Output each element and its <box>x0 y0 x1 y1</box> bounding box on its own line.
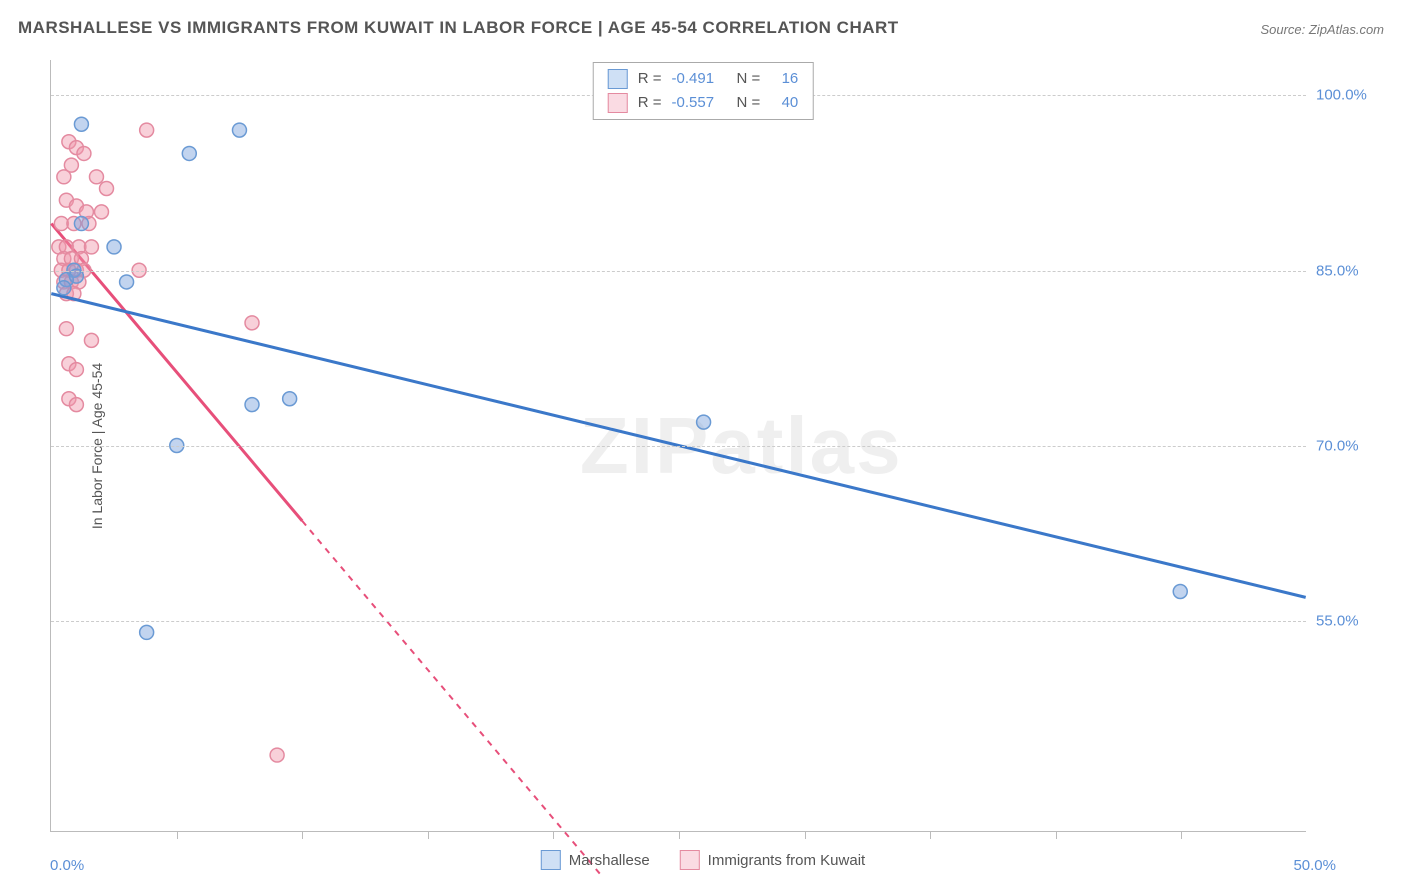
legend-swatch <box>608 69 628 89</box>
x-tick <box>302 831 303 839</box>
x-tick <box>805 831 806 839</box>
legend-row: R = -0.557 N = 40 <box>608 91 799 115</box>
x-tick <box>177 831 178 839</box>
y-tick-label: 100.0% <box>1316 87 1386 104</box>
y-tick-label: 55.0% <box>1316 613 1386 630</box>
source-label: Source: ZipAtlas.com <box>1260 22 1384 37</box>
legend-swatch <box>680 850 700 870</box>
x-tick <box>553 831 554 839</box>
gridline <box>51 271 1306 272</box>
series-legend: Marshallese Immigrants from Kuwait <box>541 850 865 870</box>
x-tick <box>679 831 680 839</box>
x-max-label: 50.0% <box>1293 857 1336 874</box>
legend-label: Immigrants from Kuwait <box>708 852 866 869</box>
legend-label: Marshallese <box>569 852 650 869</box>
gridline <box>51 621 1306 622</box>
x-tick <box>930 831 931 839</box>
gridline <box>51 446 1306 447</box>
y-tick-label: 85.0% <box>1316 262 1386 279</box>
legend-item: Marshallese <box>541 850 650 870</box>
legend-swatch <box>541 850 561 870</box>
legend-item: Immigrants from Kuwait <box>680 850 866 870</box>
y-tick-label: 70.0% <box>1316 438 1386 455</box>
correlation-legend: R = -0.491 N = 16 R = -0.557 N = 40 <box>593 62 814 120</box>
x-tick <box>1056 831 1057 839</box>
chart-title: MARSHALLESE VS IMMIGRANTS FROM KUWAIT IN… <box>18 18 899 38</box>
x-tick <box>1181 831 1182 839</box>
legend-row: R = -0.491 N = 16 <box>608 67 799 91</box>
legend-swatch <box>608 93 628 113</box>
x-tick <box>428 831 429 839</box>
chart-plot-area: ZIPatlas 55.0%70.0%85.0%100.0% <box>50 60 1306 832</box>
x-min-label: 0.0% <box>50 857 84 874</box>
